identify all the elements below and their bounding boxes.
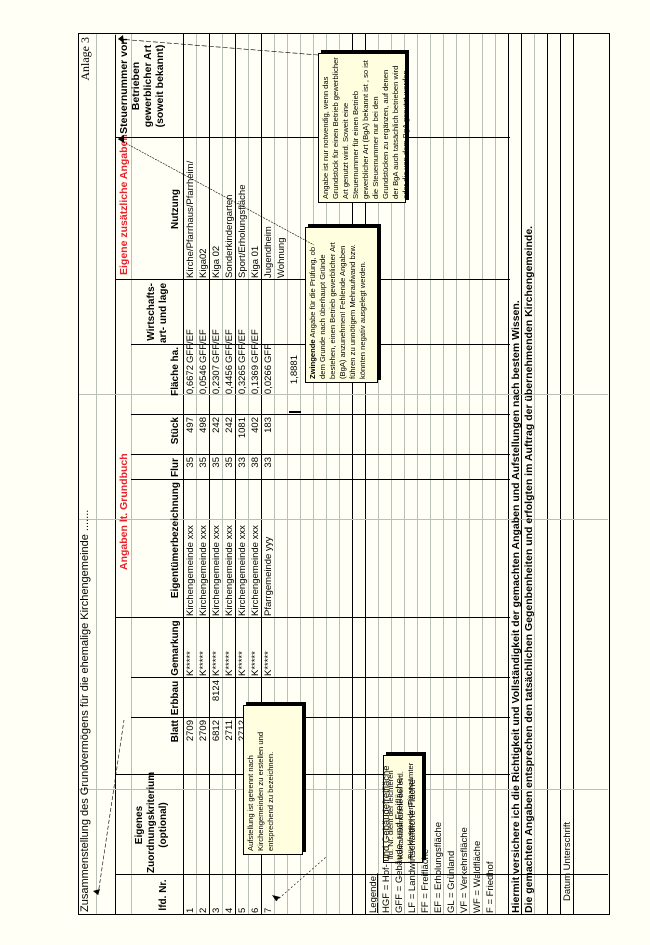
cell-blatt: 2709 xyxy=(185,720,196,742)
cell-blatt: 2711 xyxy=(224,720,235,741)
cell-eigentuemer: Kirchengemeinde xxx xyxy=(198,525,209,616)
cell-flur: 35 xyxy=(224,457,235,468)
cell-eigentuemer: Kirchengemeinde xxx xyxy=(250,525,261,616)
col-flur: Flur xyxy=(170,458,181,477)
section-eigene: Eigene zusätzliche Angaben xyxy=(118,134,130,275)
legend-item: WF = Waldfläche xyxy=(472,840,483,913)
cell-flaeche: 0,2307 xyxy=(211,365,222,395)
cell-gemarkung: K***** xyxy=(263,651,274,676)
col-nutzung: Nutzung xyxy=(170,189,181,229)
col-gemarkung: Gemarkung xyxy=(170,620,181,676)
cell-gemarkung: K***** xyxy=(250,651,261,676)
legend-item: EF = Erholungsfläche xyxy=(433,821,444,913)
cell-nutzung: Kiga 01 xyxy=(250,245,261,278)
cell-stueck: 498 xyxy=(198,417,209,433)
legend-item: GFF = Gebäude- und Freifläche xyxy=(394,778,405,913)
cell-erbbau: 8124 xyxy=(211,680,222,702)
col-eigentuemer: Eigentümerbezeichnung xyxy=(170,482,181,599)
cell-nr: 7 xyxy=(263,907,274,913)
cell-eigentuemer: Kirchengemeinde xxx xyxy=(224,525,235,616)
cell-blatt: 2709 xyxy=(198,720,209,742)
legend-item: GL = Grünland xyxy=(446,850,457,913)
anlage-label: Anlage 3 xyxy=(78,37,92,81)
col-blatt: Blatt xyxy=(170,720,181,743)
cell-flaeche: 0,1369 xyxy=(250,365,261,395)
col-flaeche: Fläche ha. xyxy=(170,347,181,396)
cell-eigentuemer: Kirchengemeinde xxx xyxy=(237,525,248,616)
cell-stueck: 242 xyxy=(211,417,222,433)
cell-gemarkung: K***** xyxy=(211,651,222,676)
cell-nr: 1 xyxy=(185,907,196,913)
cell-flaeche: 0,3265 xyxy=(237,365,248,395)
note-zwingend: Zwingende Angabe für die Prüfung, ob dem… xyxy=(305,227,378,383)
cell-flaeche: 0,6672 xyxy=(185,365,196,395)
note-zwingend-bold: Zwingende xyxy=(308,339,317,379)
note-aufstellung: Aufstellung ist getrennt nach Kirchengem… xyxy=(243,705,303,855)
col-stueck: Stück xyxy=(170,417,181,445)
cell-wirtschaft: GFF/EF xyxy=(198,329,209,363)
cell-nr: 2 xyxy=(198,907,209,913)
cell-flur: 38 xyxy=(250,457,261,468)
cell-flur: 33 xyxy=(263,457,274,468)
legend-item: FF = Freifläche xyxy=(420,848,431,913)
cell-flur: 35 xyxy=(198,457,209,468)
footer-line1: Hiermit versichere ich die Richtigkeit u… xyxy=(510,300,522,913)
cell-wirtschaft: GFF/EF xyxy=(250,329,261,363)
cell-nr: 6 xyxy=(250,907,261,913)
cell-stueck: 1081 xyxy=(237,417,248,439)
legend-item: HGF = Hof- und Gebäudefreifläche xyxy=(381,765,392,913)
cell-nutzung: Kiga02 xyxy=(198,248,209,278)
cell-nutzung: Jugendheim xyxy=(263,226,274,278)
cell-stueck: 402 xyxy=(250,417,261,433)
cell-eigentuemer: Pfarrgemeinde yyy xyxy=(263,536,274,616)
rotated-spreadsheet-page: Zusammenstellung des Grundvermögens für … xyxy=(78,33,610,915)
cell-wirtschaft: GFF/EF xyxy=(224,329,235,363)
cell-flaeche: 0,0546 xyxy=(198,365,209,395)
cell-nr: 4 xyxy=(224,907,235,913)
cell-nutzung: Kiga 02 xyxy=(211,245,222,278)
cell-gemarkung: K***** xyxy=(198,651,209,676)
cell-stueck: 183 xyxy=(263,417,274,433)
cell-flur: 35 xyxy=(185,457,196,468)
cell-nutzung: Kirche/Pfarrhaus/Pfarrheim/ xyxy=(185,160,196,278)
section-grundbuch: Angaben lt. Grundbuch xyxy=(118,453,130,570)
cell-blatt: 6812 xyxy=(211,720,222,742)
cell-flaeche: 0,0266 xyxy=(263,365,274,395)
legend-title: Legende: xyxy=(368,873,379,913)
cell-stueck: 242 xyxy=(224,417,235,433)
cell-gemarkung: K***** xyxy=(224,651,235,676)
cell-wirtschaft: GFF/EF xyxy=(211,329,222,363)
cell-gemarkung: K***** xyxy=(237,651,248,676)
cell-flur: 35 xyxy=(211,457,222,468)
cell-nutzung: Sonderkindergarten xyxy=(224,194,235,278)
cell-flur: 33 xyxy=(237,457,248,468)
cell-wirtschaft: GFF xyxy=(263,344,274,363)
legend-item: VF = Verkehrsfläche xyxy=(459,827,470,913)
legend-item: F = Friedhof xyxy=(485,861,496,913)
col-lfd: lfd. Nr. xyxy=(158,879,169,911)
cell-eigentuemer: Kirchengemeinde xxx xyxy=(211,525,222,616)
cell-eigentuemer: Kirchengemeinde xxx xyxy=(185,525,196,616)
col-zuordnung: Eigenes Zuordnungskriterium (optional) xyxy=(134,771,169,873)
cell-wirtschaft: GFF/EF xyxy=(237,329,248,363)
signature-label: Datum Unterschrift xyxy=(562,821,573,901)
cell-stueck: 497 xyxy=(185,417,196,433)
nutzung-extra: Wohnung xyxy=(276,237,287,279)
document-title: Zusammenstellung des Grundvermögens für … xyxy=(79,509,91,912)
cell-nr: 3 xyxy=(211,907,222,913)
cell-nutzung: Sport/Erholungsfläche xyxy=(237,184,248,278)
col-erbbau: Erbbau xyxy=(170,680,181,716)
cell-flaeche: 0,4456 xyxy=(224,365,235,395)
cell-gemarkung: K***** xyxy=(185,651,196,676)
col-steuernummer: Steuernummer von Betrieben gewerblicher … xyxy=(118,38,166,134)
cell-wirtschaft: GFF/EF xyxy=(185,329,196,363)
cell-nr: 5 xyxy=(237,907,248,913)
footer-line2: Die gemachten Angaben entsprechen den ta… xyxy=(523,225,535,913)
total-flaeche: 1,8881 xyxy=(289,355,301,413)
legend-item: LF = Landwirtschaftliche Fläche xyxy=(407,779,418,913)
col-wirtschaft: Wirtschafts- art- und lage xyxy=(146,282,169,343)
note-steuer: Angabe ist nur notwendig, wenn das Grund… xyxy=(318,53,410,203)
